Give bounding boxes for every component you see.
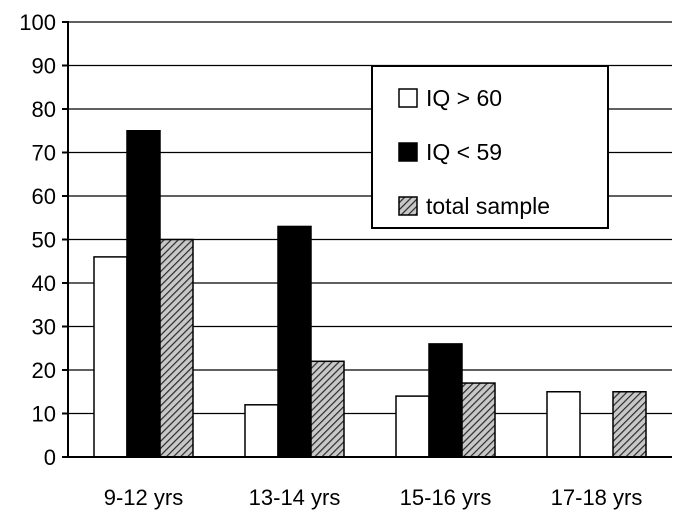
y-tick-label: 100 — [19, 10, 56, 35]
axes-layer — [62, 21, 672, 458]
legend-label: IQ < 59 — [426, 139, 502, 165]
y-tick-label: 30 — [32, 315, 56, 340]
y-tick-label: 60 — [32, 184, 56, 209]
y-tick-label: 80 — [32, 97, 56, 122]
y-tick-label: 20 — [32, 358, 56, 383]
y-tick-label: 50 — [32, 228, 56, 253]
y-tick-label: 70 — [32, 141, 56, 166]
bar — [93, 256, 128, 458]
bar — [159, 238, 194, 458]
bar — [546, 391, 581, 458]
y-tick-label: 0 — [44, 445, 56, 470]
x-category-label: 9-12 yrs — [104, 485, 183, 510]
bar — [461, 382, 496, 458]
legend-swatch — [398, 88, 418, 108]
bar — [310, 360, 345, 458]
legend-label: IQ > 60 — [426, 85, 502, 111]
y-tick-label: 40 — [32, 271, 56, 296]
y-tick-label: 10 — [32, 402, 56, 427]
labels-layer: 0 10 20 30 40 50 60 70 80 90 100 9-12 yrs 13-14 yrs 1… — [19, 10, 642, 510]
x-category-label: 17-18 yrs — [551, 485, 643, 510]
legend: IQ > 60 IQ < 59 total sample — [371, 65, 609, 229]
bar — [126, 130, 161, 458]
bar — [244, 404, 279, 458]
x-category-label: 15-16 yrs — [400, 485, 492, 510]
legend-swatch — [398, 196, 418, 216]
legend-label: total sample — [426, 193, 550, 219]
bar — [428, 343, 463, 458]
y-tick-label: 90 — [32, 54, 56, 79]
bar — [395, 395, 430, 458]
x-category-label: 13-14 yrs — [249, 485, 341, 510]
legend-swatch — [398, 142, 418, 162]
bar — [277, 225, 312, 458]
bar — [612, 391, 647, 458]
